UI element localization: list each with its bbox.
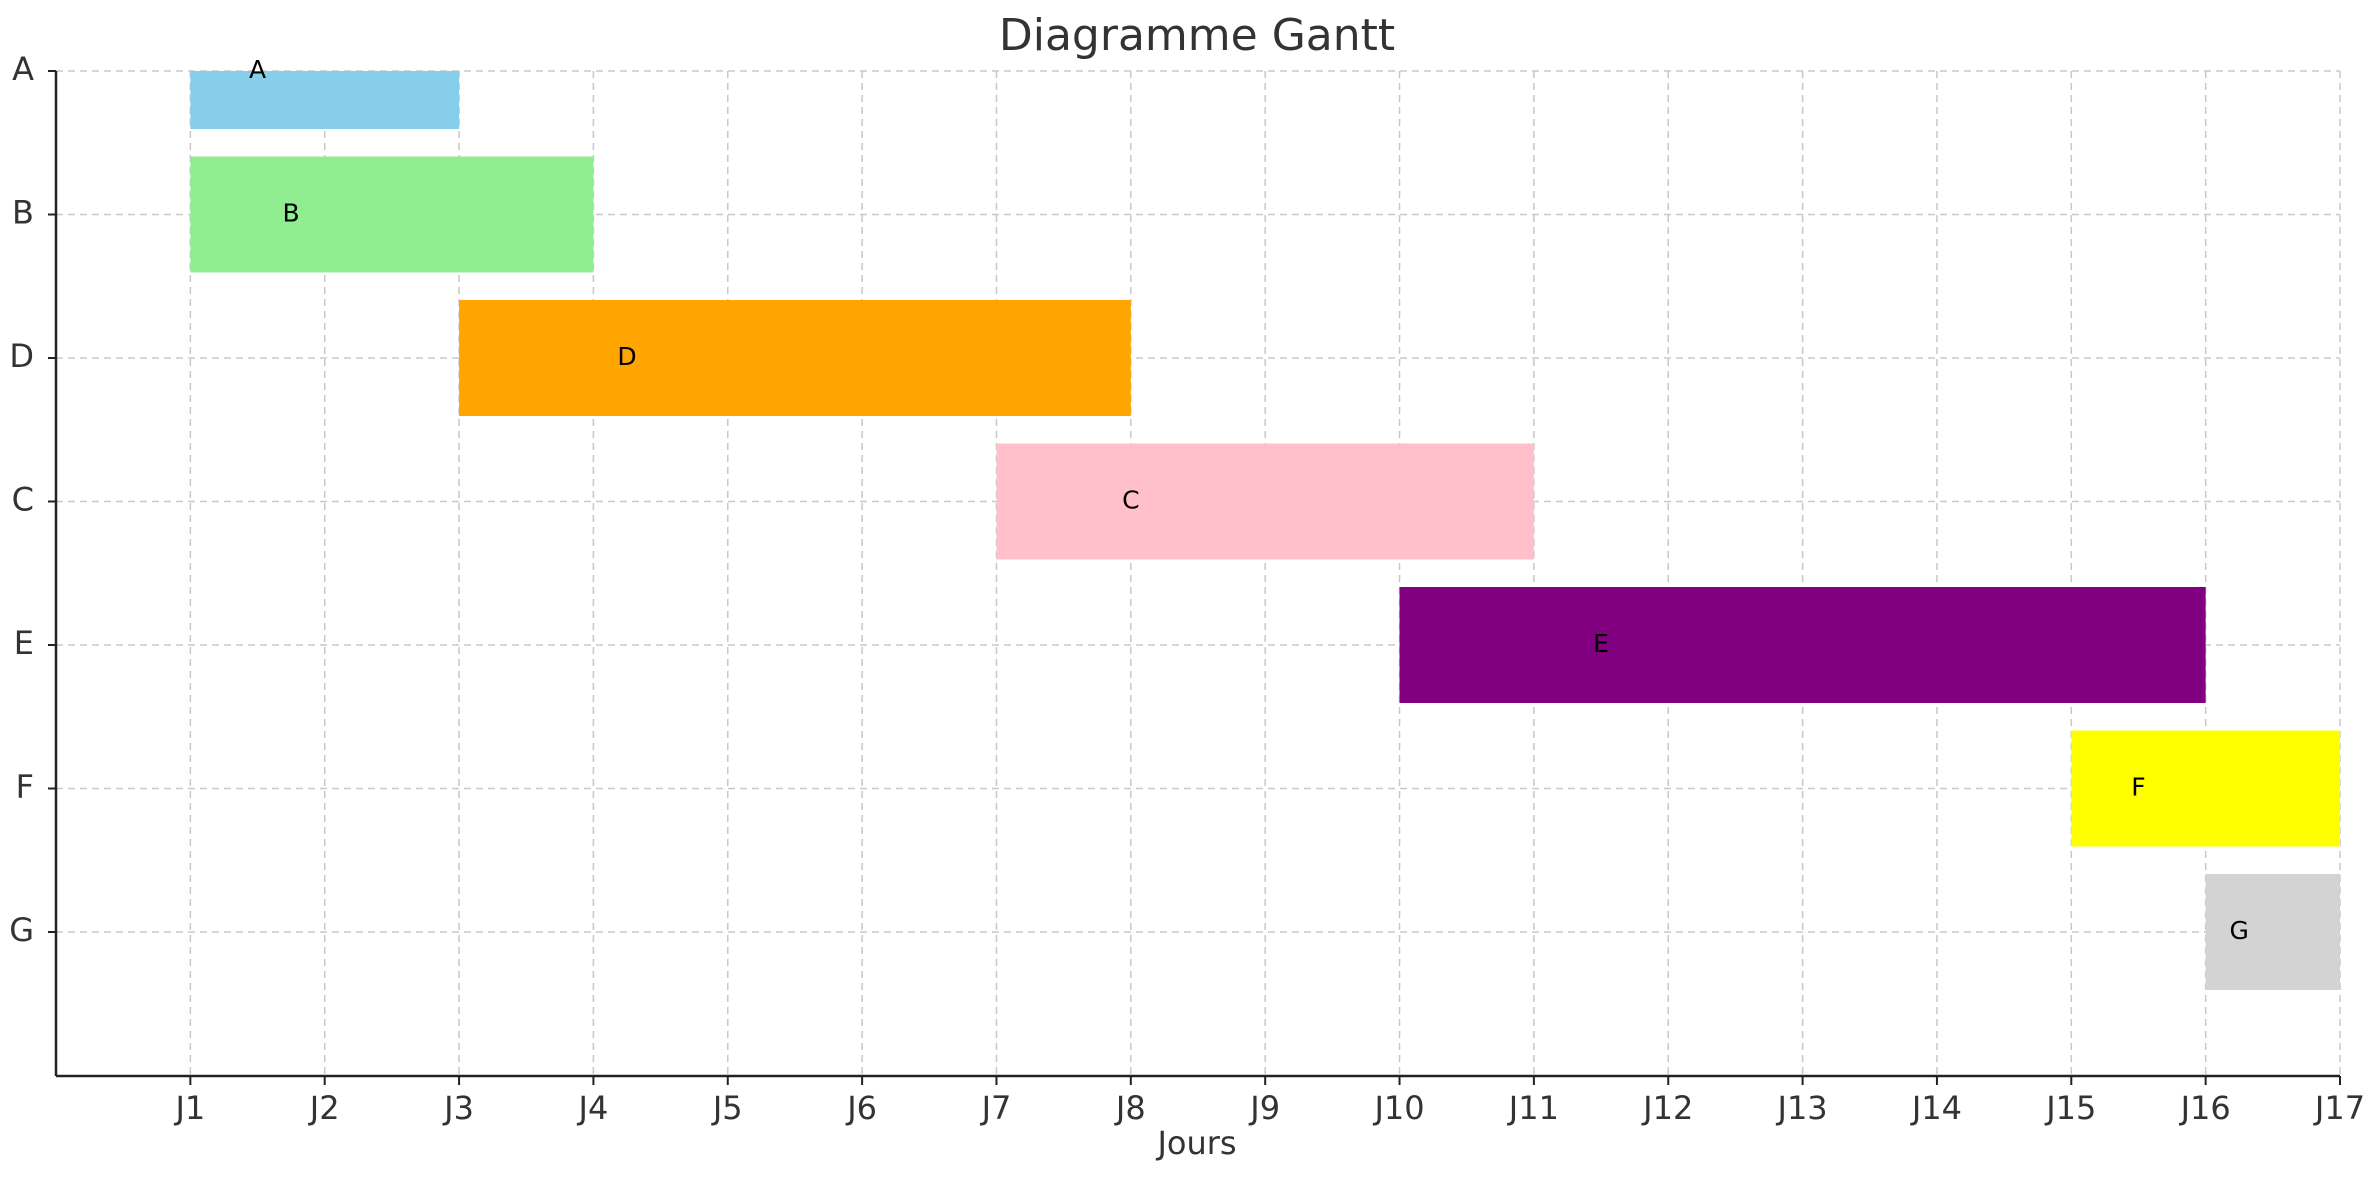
y-tick-label-a: A: [12, 50, 34, 88]
labels-layer: A A B B D D C C E E F F G G J1 J2 J3 J4 J5 J6 J7 J8 J9 J10 J11 J1…: [9, 50, 2365, 1127]
y-tick-label-g: G: [9, 911, 34, 949]
bar-label-g: G: [2230, 916, 2249, 945]
x-tick-label-j14: J14: [1910, 1089, 1962, 1127]
x-tick-label-j2: J2: [308, 1089, 340, 1127]
bar-label-a: A: [249, 55, 266, 84]
chart-title: Diagramme Gantt: [999, 10, 1395, 61]
gantt-bar-b: [190, 156, 594, 273]
gantt-bar-g: [2205, 874, 2340, 990]
gantt-bar-a: [190, 71, 460, 129]
bar-label-d: D: [617, 342, 636, 371]
x-tick-label-j4: J4: [577, 1089, 609, 1127]
x-tick-label-j6: J6: [845, 1089, 877, 1127]
x-tick-label-j13: J13: [1776, 1089, 1828, 1127]
axes-layer: [48, 70, 2341, 1085]
x-tick-label-j8: J8: [1114, 1089, 1146, 1127]
gantt-bar-f: [2071, 730, 2340, 847]
x-tick-label-j10: J10: [1372, 1089, 1424, 1127]
x-tick-label-j16: J16: [2179, 1089, 2231, 1127]
gantt-bar-e: [1399, 587, 2206, 703]
x-tick-label-j3: J3: [442, 1089, 474, 1127]
bars-layer: [190, 71, 2340, 990]
x-tick-label-j12: J12: [1641, 1089, 1693, 1127]
x-tick-label-j7: J7: [980, 1089, 1012, 1127]
y-tick-label-b: B: [12, 194, 34, 232]
y-tick-label-d: D: [9, 337, 34, 375]
x-axis-label: Jours: [1155, 1124, 1236, 1162]
x-tick-label-j15: J15: [2044, 1089, 2096, 1127]
bar-label-b: B: [283, 199, 300, 228]
x-tick-label-j9: J9: [1248, 1089, 1280, 1127]
x-tick-label-j11: J11: [1507, 1089, 1559, 1127]
y-tick-label-f: F: [16, 768, 34, 806]
bar-label-f: F: [2131, 773, 2145, 802]
gantt-bar-c: [996, 443, 1534, 560]
bar-label-e: E: [1593, 629, 1609, 658]
gantt-bar-d: [459, 300, 1131, 416]
x-tick-label-j5: J5: [711, 1089, 743, 1127]
bar-label-c: C: [1122, 486, 1139, 515]
y-tick-label-c: C: [12, 481, 34, 519]
x-tick-label-j17: J17: [2313, 1089, 2365, 1127]
x-tick-label-j1: J1: [173, 1089, 205, 1127]
y-tick-label-e: E: [14, 624, 34, 662]
